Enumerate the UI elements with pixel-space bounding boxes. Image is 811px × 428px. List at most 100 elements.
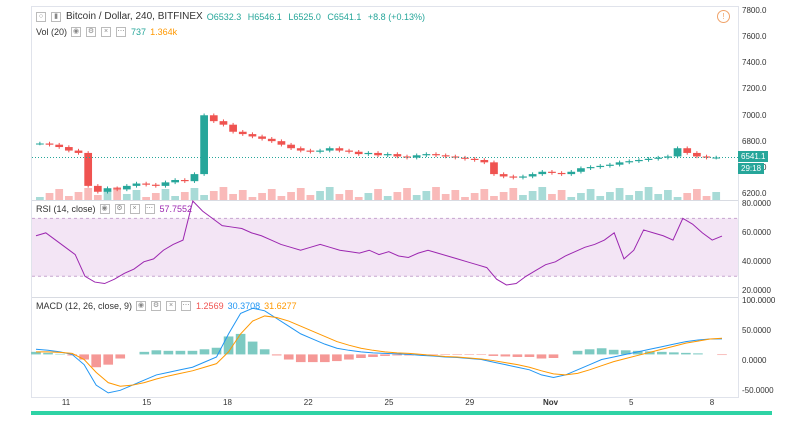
- close-icon[interactable]: ×: [166, 301, 177, 311]
- macd-histogram-bar: [247, 341, 258, 355]
- candle: [45, 143, 54, 145]
- settings-icon[interactable]: ⚙: [86, 27, 97, 37]
- bars-icon[interactable]: ▮: [51, 11, 61, 22]
- volume-bar: [36, 197, 44, 200]
- macd-histogram-bar: [500, 354, 511, 357]
- macd-histogram-bar: [428, 354, 438, 355]
- volume-bar: [461, 197, 469, 200]
- candle: [161, 182, 170, 186]
- low-value: L6525.0: [288, 11, 321, 22]
- macd-line-value: 30.3708: [227, 301, 261, 311]
- volume-bar: [422, 191, 431, 200]
- price-pane[interactable]: ○ ▮ Bitcoin / Dollar, 240, BITFINEX O653…: [32, 7, 738, 200]
- volume-bar: [113, 187, 122, 200]
- volume-bar: [635, 191, 643, 200]
- volume-bar: [654, 194, 663, 200]
- macd-histogram-bar: [452, 354, 463, 355]
- candle: [548, 171, 556, 173]
- candle: [142, 183, 151, 185]
- hide-icon[interactable]: ◉: [71, 27, 82, 37]
- volume-bar: [606, 192, 614, 200]
- macd-histogram-bar: [356, 354, 366, 358]
- volume-bar: [103, 191, 112, 200]
- time-tick-label: 18: [223, 398, 232, 407]
- candle: [393, 154, 402, 157]
- macd-histogram-bar: [681, 352, 691, 355]
- volume-bar: [335, 194, 344, 200]
- macd-histogram-bar: [476, 354, 487, 355]
- time-tick-label: 29: [465, 398, 475, 407]
- candle: [461, 157, 469, 159]
- volume-bar: [393, 192, 402, 200]
- volume-bar: [316, 191, 324, 200]
- more-icon[interactable]: ⋯: [116, 27, 127, 37]
- candle: [383, 154, 392, 156]
- hide-icon[interactable]: ◉: [99, 204, 110, 214]
- macd-chart[interactable]: [31, 298, 738, 398]
- volume-bar: [567, 197, 576, 200]
- candle: [664, 156, 672, 158]
- macd-histogram-bar: [199, 349, 210, 355]
- macd-pane[interactable]: MACD (12, 26, close, 9) ◉ ⚙ × ⋯ 1.2569 3…: [31, 297, 738, 398]
- rsi-pane[interactable]: RSI (14, close) ◉ ⚙ × ⋯ 57.7552: [32, 200, 738, 298]
- axis-tick-label: -50.0000: [742, 386, 774, 395]
- macd-histogram-bar: [115, 354, 126, 359]
- alert-icon[interactable]: !: [717, 10, 730, 23]
- macd-histogram-bar: [548, 354, 559, 358]
- macd-histogram-bar: [55, 353, 65, 355]
- time-tick-label: 22: [303, 398, 313, 407]
- volume-bar: [267, 189, 276, 200]
- macd-histogram-bar: [524, 354, 535, 357]
- macd-histogram-bar: [283, 354, 294, 360]
- macd-histogram-bar: [440, 354, 451, 355]
- macd-histogram-bar: [416, 354, 426, 356]
- volume-bar: [548, 194, 556, 200]
- candle: [702, 156, 711, 158]
- volume-bar: [470, 193, 479, 200]
- countdown-badge: 29:18: [738, 163, 765, 174]
- volume-bar: [74, 192, 83, 200]
- macd-histogram-bar: [632, 350, 643, 355]
- settings-icon[interactable]: ⚙: [151, 301, 162, 311]
- time-tick-label: 15: [142, 398, 152, 407]
- macd-histogram-bar: [404, 354, 414, 356]
- chart-area[interactable]: ○ ▮ Bitcoin / Dollar, 240, BITFINEX O653…: [31, 6, 739, 398]
- volume-bar: [287, 192, 295, 200]
- macd-histogram-bar: [259, 349, 270, 355]
- axis-tick-label: 100.0000: [742, 296, 776, 305]
- volume-bar: [161, 189, 170, 200]
- candle: [577, 168, 585, 172]
- hide-icon[interactable]: ◉: [136, 301, 147, 311]
- macd-histogram-bar: [584, 349, 595, 355]
- rsi-axis[interactable]: 80.0000 60.0000 40.0000 20.0000: [738, 199, 811, 296]
- volume-bar: [538, 187, 547, 200]
- macd-axis[interactable]: 100.0000 50.0000 0.0000 -50.0000: [738, 296, 811, 396]
- rsi-chart[interactable]: [32, 200, 738, 298]
- change-value: +8.8 (+0.13%): [367, 11, 425, 22]
- volume-bar: [306, 195, 315, 200]
- price-chart[interactable]: [32, 7, 738, 200]
- macd-histogram-bar: [368, 354, 378, 357]
- candle: [509, 176, 518, 178]
- axis-tick-label: 7800.0: [742, 6, 767, 15]
- volume-bar: [625, 195, 634, 200]
- volume-bar: [499, 192, 508, 200]
- more-icon[interactable]: ⋯: [144, 204, 155, 214]
- candle: [229, 124, 237, 132]
- visibility-icon[interactable]: ○: [36, 11, 46, 22]
- high-value: H6546.1: [247, 11, 282, 22]
- candle: [654, 157, 663, 159]
- close-icon[interactable]: ×: [101, 27, 112, 37]
- candle: [248, 134, 257, 137]
- volume-bar: [55, 189, 64, 200]
- vol-value-2: 1.364k: [150, 27, 178, 37]
- close-icon[interactable]: ×: [129, 204, 140, 214]
- macd-histogram-bar: [332, 354, 342, 362]
- axis-tick-label: 60.0000: [742, 228, 771, 237]
- more-icon[interactable]: ⋯: [181, 301, 192, 311]
- macd-histogram-bar: [344, 354, 354, 360]
- axis-tick-label: 7400.0: [742, 58, 767, 68]
- candle: [557, 172, 566, 175]
- time-axis[interactable]: 11 15 18 22 25 29 Nov 5 8: [31, 398, 737, 412]
- settings-icon[interactable]: ⚙: [114, 204, 125, 214]
